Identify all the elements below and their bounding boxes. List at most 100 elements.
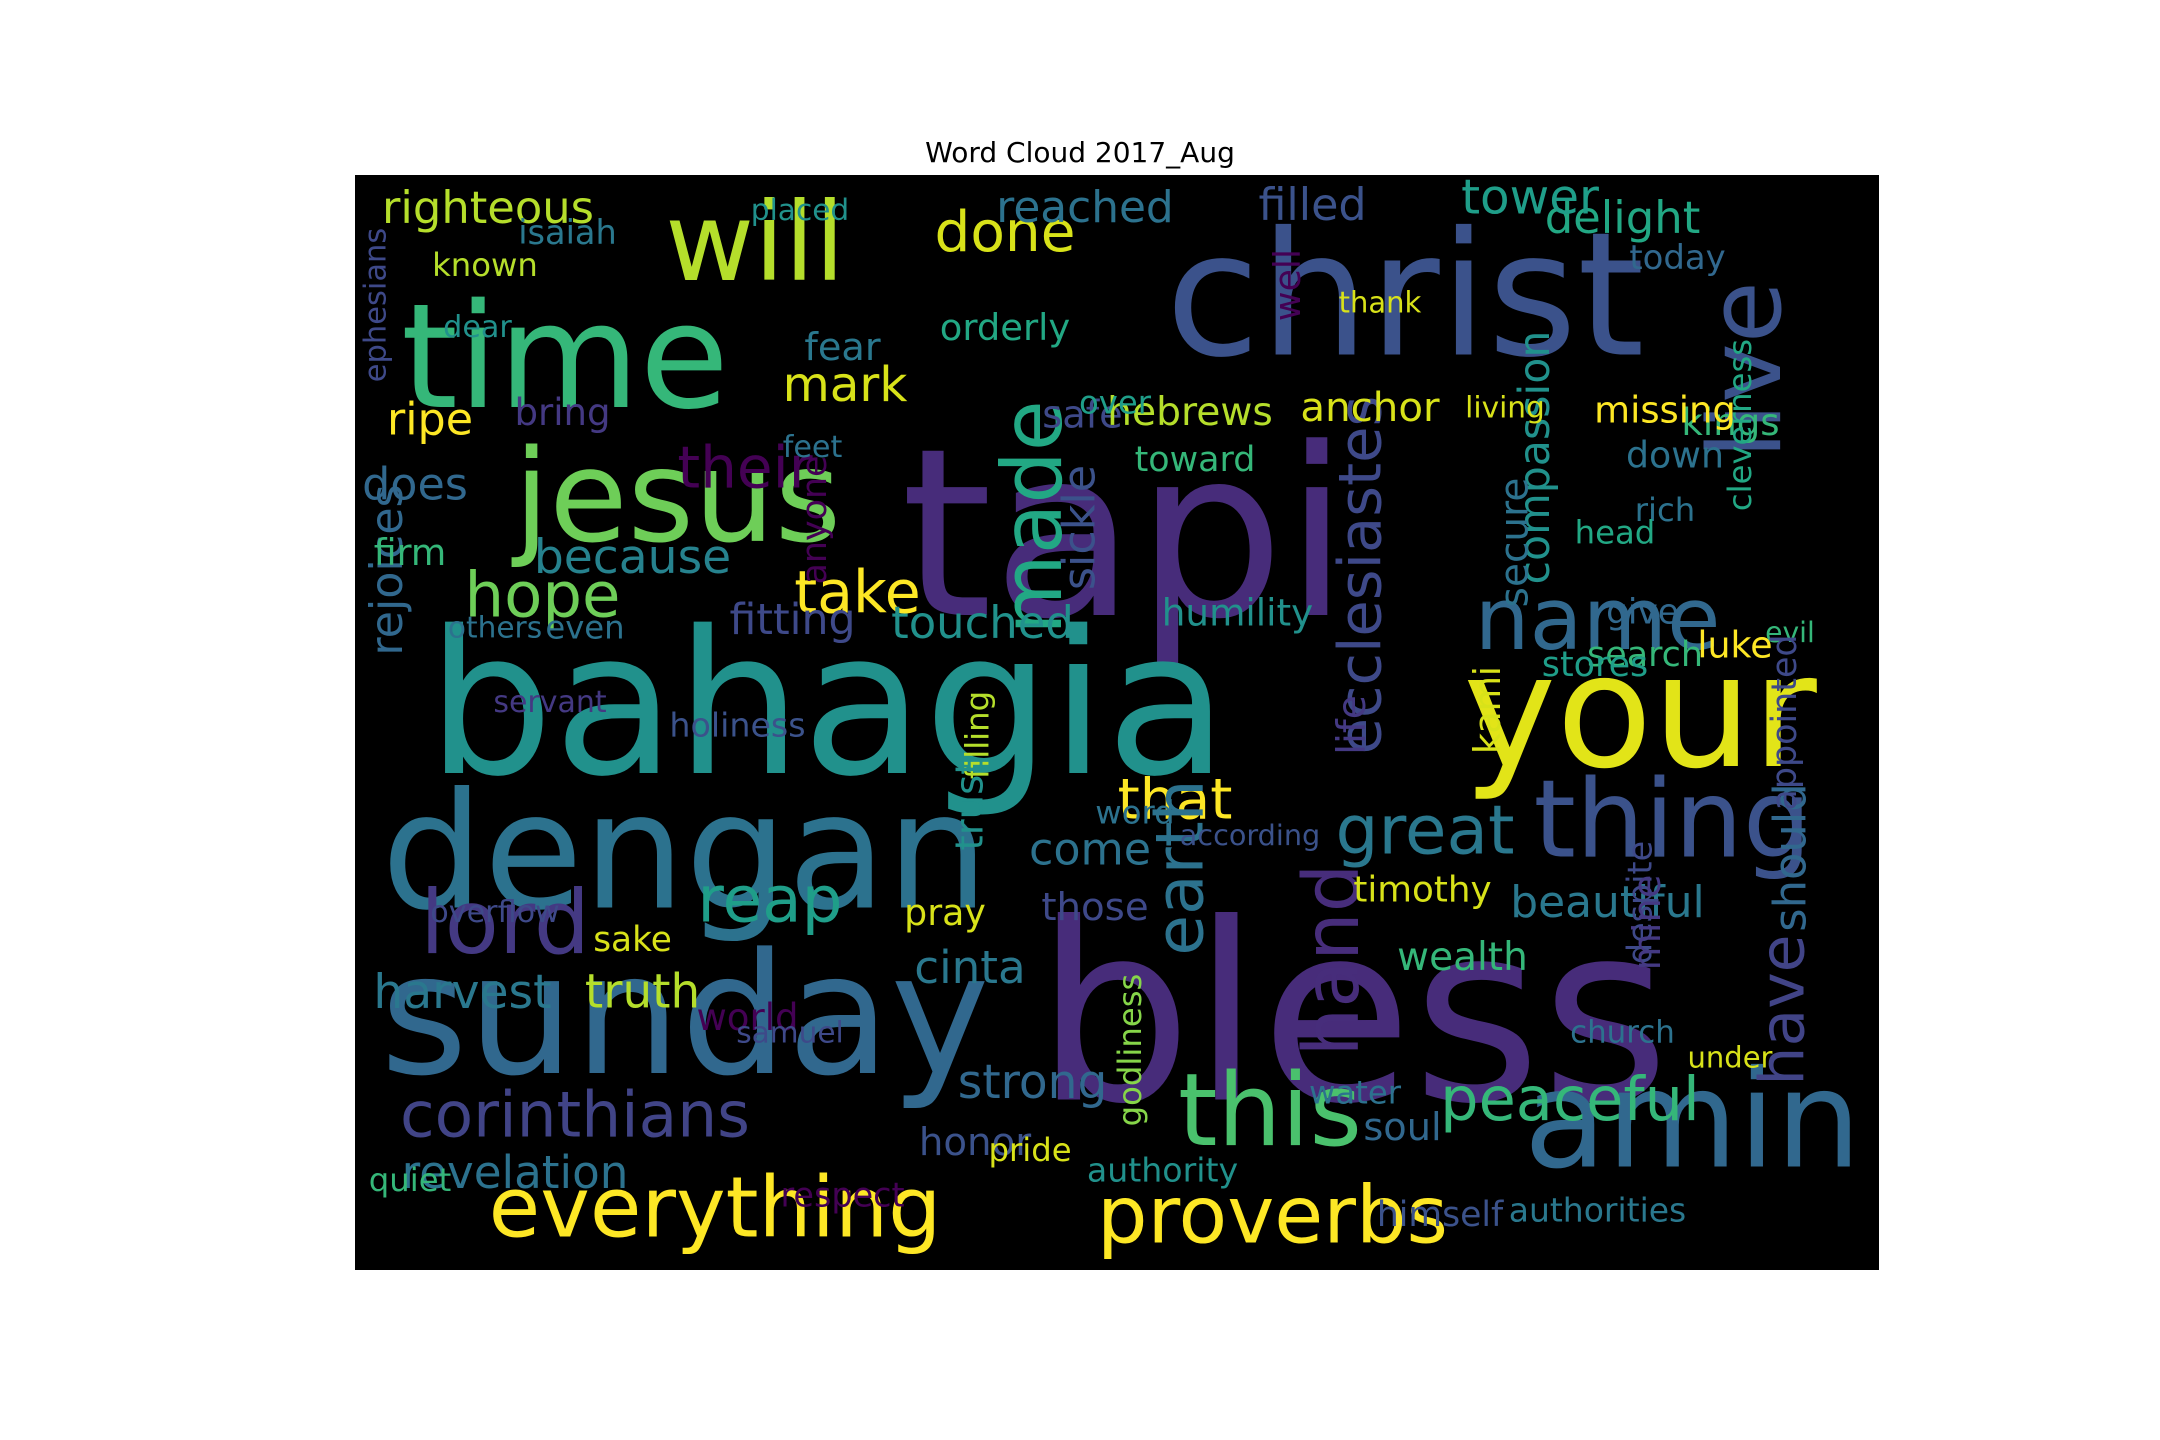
word-mine: mine — [1625, 875, 1670, 971]
word-isaiah: isaiah — [518, 213, 617, 252]
word-time: time — [401, 273, 729, 442]
word-bahagia: bahagia — [427, 589, 1228, 821]
word-hope: hope — [465, 559, 621, 632]
word-christ: christ — [1165, 195, 1644, 396]
word-anyone: anyone — [795, 455, 835, 584]
word-cleverness: cleverness — [1721, 339, 1759, 511]
word-strong: strong — [958, 1055, 1108, 1110]
word-done: done — [934, 200, 1075, 265]
word-reached: reached — [996, 182, 1173, 233]
word-life: life — [1330, 695, 1375, 755]
word-hebrews: hebrews — [1107, 390, 1273, 435]
word-appointed: appointed — [1765, 634, 1805, 810]
word-ecclesiastes: ecclesiastes — [1326, 396, 1395, 755]
word-kings: kings — [1681, 401, 1779, 444]
word-compassion: compassion — [1510, 331, 1560, 585]
word-living: living — [1465, 391, 1545, 425]
word-wealth: wealth — [1397, 935, 1528, 980]
word-lord: lord — [420, 871, 590, 974]
word-take: take — [794, 559, 921, 627]
word-overflow: overflow — [430, 895, 560, 930]
word-sake: sake — [593, 920, 672, 960]
word-bless: bless — [1035, 872, 1669, 1159]
word-ripe: ripe — [387, 395, 473, 446]
cloud-background — [355, 175, 1879, 1270]
word-honor: honor — [919, 1120, 1031, 1165]
word-rich: rich — [1635, 491, 1695, 529]
word-himself: himself — [1377, 1195, 1504, 1235]
word-secure: secure — [1493, 478, 1538, 608]
word-bring: bring — [514, 391, 610, 434]
word-pray: pray — [904, 891, 986, 934]
word-word: word — [1095, 794, 1174, 832]
word-authorities: authorities — [1509, 1191, 1687, 1230]
word-under: under — [1688, 1041, 1773, 1075]
word-corinthians: corinthians — [400, 1079, 750, 1152]
word-according: according — [1180, 818, 1321, 852]
word-your: your — [1463, 621, 1817, 804]
word-their: their — [677, 434, 812, 502]
word-down: down — [1626, 434, 1724, 477]
word-reap: reap — [697, 863, 842, 938]
word-despite: despite — [1621, 841, 1660, 964]
word-timothy: timothy — [1353, 870, 1491, 911]
word-filling: filling — [959, 691, 997, 779]
word-everything: everything — [489, 1159, 942, 1257]
word-others: others — [448, 611, 542, 645]
word-delight: delight — [1545, 191, 1701, 244]
word-world: world — [696, 996, 798, 1039]
word-those: those — [1041, 885, 1148, 930]
word-rejoices: rejoices — [362, 484, 413, 655]
word-made: made — [984, 400, 1081, 635]
word-toward: toward — [1135, 440, 1256, 480]
word-come: come — [1029, 825, 1151, 876]
word-live: live — [1686, 281, 1804, 459]
word-have: have — [1747, 934, 1819, 1085]
word-today: today — [1629, 238, 1725, 277]
word-that: that — [1118, 768, 1233, 833]
word-revelation: revelation — [402, 1146, 629, 1199]
word-righteous: righteous — [382, 181, 594, 234]
word-thank: thank — [1339, 286, 1422, 320]
word-amin: amin — [1524, 1042, 1862, 1199]
word-evil: evil — [1765, 616, 1815, 649]
word-fitting: fitting — [729, 595, 855, 645]
word-cinta: cinta — [914, 941, 1025, 994]
word-thing: thing — [1533, 758, 1811, 883]
word-give: give — [1606, 593, 1679, 633]
word-missing: missing — [1594, 389, 1736, 432]
word-tower: tower — [1461, 175, 1599, 226]
word-well: well — [1266, 249, 1309, 321]
word-should: should — [1764, 783, 1817, 931]
word-quiet: quiet — [369, 1161, 451, 1199]
word-feet: feet — [783, 430, 843, 465]
word-over: over — [1079, 384, 1152, 422]
word-head: head — [1575, 514, 1656, 552]
word-trust: trust — [948, 760, 993, 851]
word-firm: firm — [374, 531, 447, 574]
word-name: name — [1475, 570, 1721, 670]
word-dear: dear — [443, 310, 512, 345]
word-stores: stores — [1542, 645, 1648, 685]
word-placed: placed — [751, 193, 849, 227]
word-harvest: harvest — [373, 965, 551, 1020]
word-does: does — [362, 460, 468, 511]
word-pride: pride — [988, 1131, 1071, 1169]
word-because: because — [534, 530, 731, 585]
word-cloud: tapi bless bahagia christ time your dengansund… — [355, 175, 1879, 1270]
word-samuel: samuel — [736, 1016, 844, 1050]
word-authority: authority — [1087, 1151, 1238, 1190]
word-soul: soul — [1363, 1105, 1441, 1150]
word-peaceful: peaceful — [1440, 1065, 1700, 1135]
word-sickle: sickle — [1055, 465, 1106, 590]
word-humility: humility — [1162, 591, 1313, 635]
word-kami: kami — [1466, 666, 1509, 754]
word-proverbs: proverbs — [1097, 1169, 1448, 1262]
word-earth: earth — [1142, 779, 1219, 955]
word-mark: mark — [783, 357, 908, 413]
word-jesus: jesus — [511, 424, 841, 572]
word-truth: truth — [585, 966, 700, 1020]
word-dengan: dengan — [381, 759, 988, 947]
word-will: will — [665, 179, 845, 306]
word-even: even — [545, 609, 624, 647]
